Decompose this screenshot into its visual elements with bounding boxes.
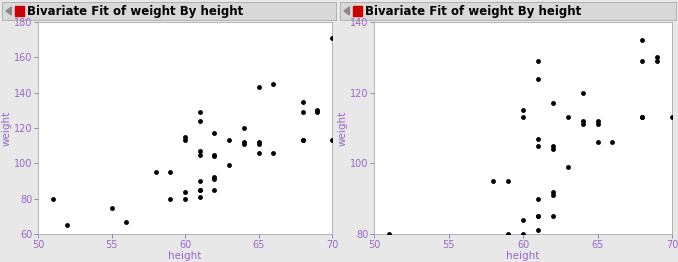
Point bbox=[239, 142, 250, 146]
Point bbox=[547, 193, 558, 197]
Point bbox=[195, 195, 205, 199]
Point bbox=[562, 115, 573, 119]
X-axis label: height: height bbox=[168, 251, 201, 261]
Point bbox=[547, 189, 558, 194]
Point bbox=[209, 152, 220, 157]
Point bbox=[297, 138, 308, 143]
Y-axis label: weight: weight bbox=[1, 110, 11, 146]
Point bbox=[180, 138, 191, 143]
Point bbox=[180, 196, 191, 201]
Point bbox=[517, 232, 528, 236]
Point bbox=[106, 205, 117, 210]
Point bbox=[652, 59, 662, 63]
Point bbox=[209, 131, 220, 135]
Point bbox=[532, 214, 543, 219]
Point bbox=[253, 142, 264, 146]
Point bbox=[652, 55, 662, 59]
Point bbox=[195, 188, 205, 192]
Point bbox=[47, 196, 58, 201]
Point bbox=[637, 115, 647, 119]
Point bbox=[180, 189, 191, 194]
Point bbox=[224, 138, 235, 143]
Point bbox=[195, 110, 205, 114]
Point bbox=[297, 99, 308, 103]
Point bbox=[121, 220, 132, 224]
Text: Bivariate Fit of weight By height: Bivariate Fit of weight By height bbox=[365, 4, 582, 18]
Point bbox=[532, 228, 543, 233]
Point bbox=[577, 119, 588, 123]
Point bbox=[209, 154, 220, 158]
Point bbox=[517, 115, 528, 119]
Point bbox=[562, 165, 573, 169]
Point bbox=[502, 232, 513, 236]
X-axis label: height: height bbox=[506, 251, 540, 261]
Text: Bivariate Fit of weight By height: Bivariate Fit of weight By height bbox=[27, 4, 243, 18]
Point bbox=[327, 138, 338, 143]
Point bbox=[607, 140, 618, 144]
Point bbox=[637, 59, 647, 63]
Point bbox=[253, 85, 264, 89]
Point bbox=[532, 214, 543, 219]
Point bbox=[532, 77, 543, 81]
Point bbox=[268, 82, 279, 86]
Point bbox=[592, 140, 603, 144]
Point bbox=[487, 179, 498, 183]
Point bbox=[209, 177, 220, 181]
Point bbox=[666, 115, 677, 119]
Bar bbox=[15, 6, 24, 16]
Point bbox=[224, 163, 235, 167]
Point bbox=[180, 135, 191, 139]
Point bbox=[195, 188, 205, 192]
Point bbox=[517, 108, 528, 112]
Point bbox=[239, 140, 250, 144]
Point bbox=[209, 188, 220, 192]
Point bbox=[384, 232, 395, 236]
Point bbox=[195, 119, 205, 123]
Point bbox=[637, 37, 647, 42]
Point bbox=[253, 140, 264, 144]
Polygon shape bbox=[344, 7, 349, 15]
Point bbox=[297, 138, 308, 143]
Point bbox=[592, 122, 603, 127]
Point bbox=[150, 170, 161, 174]
Point bbox=[532, 144, 543, 148]
Point bbox=[502, 179, 513, 183]
Point bbox=[195, 149, 205, 153]
Point bbox=[239, 126, 250, 130]
Point bbox=[297, 110, 308, 114]
Point bbox=[532, 137, 543, 141]
Point bbox=[268, 151, 279, 155]
Point bbox=[517, 218, 528, 222]
Point bbox=[209, 175, 220, 179]
Bar bbox=[353, 6, 362, 16]
Polygon shape bbox=[6, 7, 12, 15]
Point bbox=[62, 223, 73, 227]
Point bbox=[312, 110, 323, 114]
Point bbox=[577, 122, 588, 127]
Point bbox=[165, 196, 176, 201]
Point bbox=[547, 147, 558, 151]
Point bbox=[195, 179, 205, 183]
Point bbox=[312, 108, 323, 112]
Point bbox=[532, 59, 543, 63]
Point bbox=[547, 144, 558, 148]
Point bbox=[577, 91, 588, 95]
Point bbox=[532, 196, 543, 201]
Y-axis label: weight: weight bbox=[337, 110, 347, 146]
Point bbox=[253, 151, 264, 155]
Point bbox=[195, 152, 205, 157]
Point bbox=[637, 115, 647, 119]
Point bbox=[547, 101, 558, 105]
Point bbox=[547, 214, 558, 219]
Point bbox=[165, 170, 176, 174]
Point bbox=[592, 119, 603, 123]
Point bbox=[327, 36, 338, 40]
